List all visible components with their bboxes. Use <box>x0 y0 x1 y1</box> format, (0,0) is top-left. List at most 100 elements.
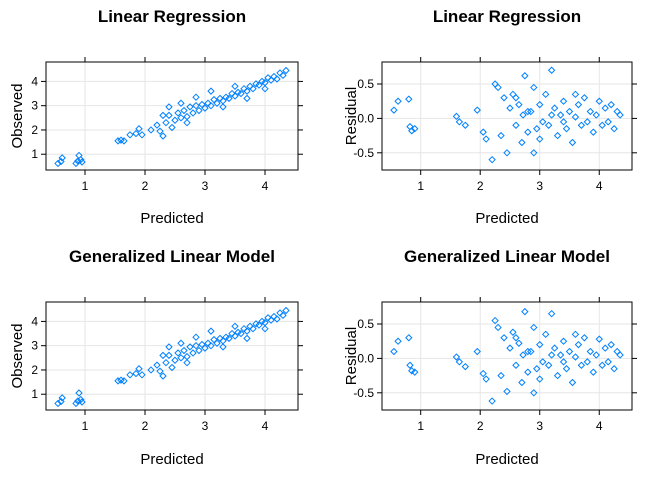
data-point <box>512 94 520 102</box>
data-point <box>550 104 559 112</box>
data-point <box>506 104 514 112</box>
data-point <box>601 344 609 352</box>
data-point <box>72 399 80 408</box>
data-point <box>503 387 511 396</box>
data-point <box>536 135 544 143</box>
data-point <box>177 99 185 107</box>
data-point <box>553 131 562 140</box>
x-tick-label: 4 <box>596 179 603 193</box>
y-axis-label: Residual <box>343 87 360 145</box>
data-point <box>72 159 80 168</box>
data-point <box>189 349 197 357</box>
data-point <box>452 112 461 121</box>
data-point <box>219 103 227 111</box>
data-point <box>207 101 215 110</box>
data-point <box>568 138 577 147</box>
data-point <box>494 83 502 92</box>
data-point <box>273 315 281 323</box>
data-point <box>479 369 487 378</box>
data-point <box>583 358 592 366</box>
data-point <box>219 343 227 351</box>
data-point <box>74 157 82 165</box>
data-point <box>571 353 580 361</box>
data-point <box>183 352 191 361</box>
data-point <box>533 365 541 373</box>
x-axis-label: Predicted <box>140 451 203 468</box>
data-point <box>147 126 155 134</box>
data-point <box>114 137 122 145</box>
data-point <box>189 109 197 117</box>
data-point <box>595 97 603 105</box>
data-point <box>592 111 600 119</box>
data-point <box>75 389 83 397</box>
data-point <box>536 340 544 349</box>
data-point <box>541 330 550 339</box>
data-point <box>174 349 182 357</box>
data-point <box>461 121 470 129</box>
data-point <box>174 109 182 117</box>
data-point <box>616 111 624 119</box>
y-tick-label: 3 <box>31 339 38 353</box>
data-point <box>162 118 170 127</box>
data-point <box>512 361 520 369</box>
data-point <box>243 94 251 103</box>
data-point <box>58 154 66 162</box>
data-point <box>547 309 556 318</box>
data-point <box>530 83 538 92</box>
data-point <box>153 361 161 369</box>
data-point <box>488 397 496 405</box>
data-point <box>183 118 191 127</box>
data-point <box>231 322 239 330</box>
data-point <box>616 351 624 359</box>
chart-title: Generalized Linear Model <box>404 247 610 266</box>
data-point <box>177 354 185 362</box>
data-point <box>553 371 562 380</box>
data-point <box>519 351 527 359</box>
chart-title: Linear Regression <box>98 7 246 26</box>
data-point <box>126 131 134 139</box>
data-point <box>539 118 547 126</box>
data-point <box>521 307 529 316</box>
data-point <box>192 101 200 110</box>
y-axis-label: Observed <box>9 323 26 388</box>
data-point <box>556 111 565 119</box>
data-point <box>132 129 140 138</box>
data-point <box>519 111 527 119</box>
data-point <box>120 377 128 385</box>
data-point <box>607 100 615 109</box>
data-point <box>571 113 580 121</box>
data-point <box>58 394 66 402</box>
data-point <box>524 128 532 136</box>
data-point <box>559 118 568 126</box>
y-tick-label: 0.0 <box>357 111 374 125</box>
y-tick-label: -0.5 <box>353 146 374 160</box>
data-point <box>586 107 595 116</box>
data-point <box>177 114 185 122</box>
x-tick-label: 3 <box>202 419 209 433</box>
data-point <box>153 121 161 129</box>
y-tick-label: 1 <box>31 387 38 401</box>
data-point <box>249 84 257 93</box>
data-point <box>207 87 215 95</box>
data-point <box>225 334 233 343</box>
data-point <box>186 343 194 351</box>
data-point <box>162 358 170 367</box>
chart-panel-4: Generalized Linear Model 1 2 3 4 -0.5 0.0 0.5 Pr… <box>343 247 637 468</box>
data-point <box>527 107 535 116</box>
data-point <box>156 127 164 135</box>
data-point <box>54 399 62 408</box>
data-point <box>461 362 470 371</box>
data-point <box>497 371 505 380</box>
data-point <box>562 365 571 373</box>
data-point <box>138 371 146 379</box>
data-point <box>613 347 621 356</box>
data-point <box>159 111 167 120</box>
x-tick-label: 1 <box>82 419 89 433</box>
data-point <box>78 158 86 166</box>
data-point <box>536 100 544 109</box>
data-point <box>180 106 188 115</box>
y-tick-label: 2 <box>31 123 38 137</box>
data-point <box>589 368 598 376</box>
data-point <box>405 95 413 103</box>
x-axis-label: Predicted <box>140 210 203 227</box>
